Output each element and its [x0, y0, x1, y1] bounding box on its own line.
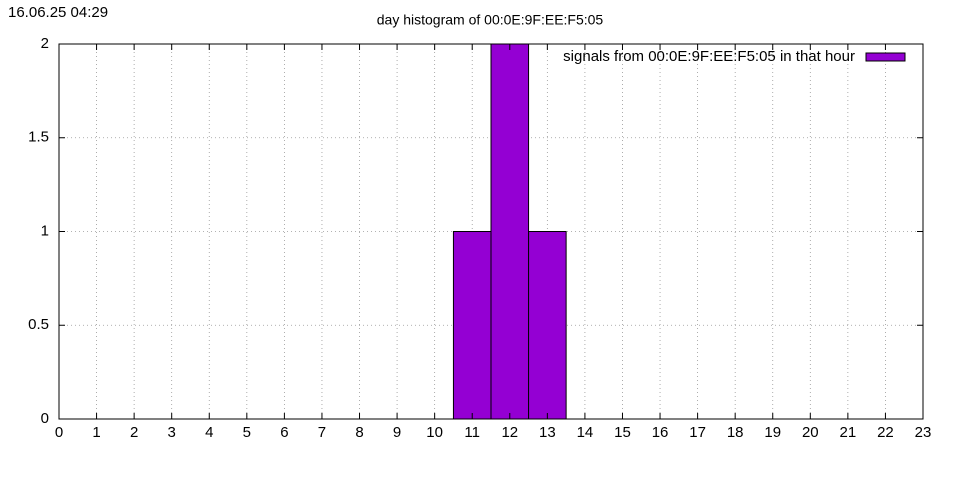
label-layer: 00.511.520 1 2 3 4 5 6 7 8 9 10 11 12 13 14 15 16 17 18 19 2…	[28, 35, 931, 441]
x-tick-label: 4	[205, 424, 213, 441]
x-tick-label: 10	[426, 424, 443, 441]
y-tick-label: 2	[41, 35, 49, 52]
chart-title: day histogram of 00:0E:9F:EE:F5:05	[377, 12, 604, 28]
legend-label: signals from 00:0E:9F:EE:F5:05 in that h…	[563, 48, 855, 65]
x-tick-label: 17	[689, 424, 706, 441]
x-tick-label: 20	[802, 424, 819, 441]
x-tick-label: 2	[130, 424, 138, 441]
x-tick-label: 23	[915, 424, 932, 441]
bar	[490, 44, 530, 419]
x-tick-label: 11	[464, 424, 480, 441]
x-tick-label: 18	[727, 424, 744, 441]
timestamp: 16.06.25 04:29	[8, 4, 108, 21]
x-tick-label: 5	[243, 424, 251, 441]
x-tick-label: 22	[877, 424, 894, 441]
x-tick-label: 19	[764, 424, 781, 441]
bar	[528, 231, 567, 419]
y-tick-label: 1	[41, 222, 49, 239]
y-tick-label: 0	[41, 410, 49, 427]
x-tick-label: 6	[280, 424, 288, 441]
x-tick-label: 12	[501, 424, 518, 441]
legend-swatch	[865, 52, 906, 62]
x-tick-label: 13	[539, 424, 556, 441]
x-tick-label: 16	[652, 424, 669, 441]
bar	[452, 231, 492, 419]
x-tick-label: 15	[614, 424, 631, 441]
x-tick-label: 8	[355, 424, 363, 441]
y-tick-label: 1.5	[28, 129, 49, 146]
x-tick-label: 21	[840, 424, 857, 441]
x-tick-label: 9	[393, 424, 401, 441]
bar-layer	[452, 44, 567, 419]
x-tick-label: 7	[318, 424, 326, 441]
x-tick-label: 3	[168, 424, 176, 441]
y-tick-label: 0.5	[28, 316, 49, 333]
x-tick-label: 1	[92, 424, 100, 441]
x-tick-label: 0	[55, 424, 63, 441]
x-tick-label: 14	[577, 424, 594, 441]
